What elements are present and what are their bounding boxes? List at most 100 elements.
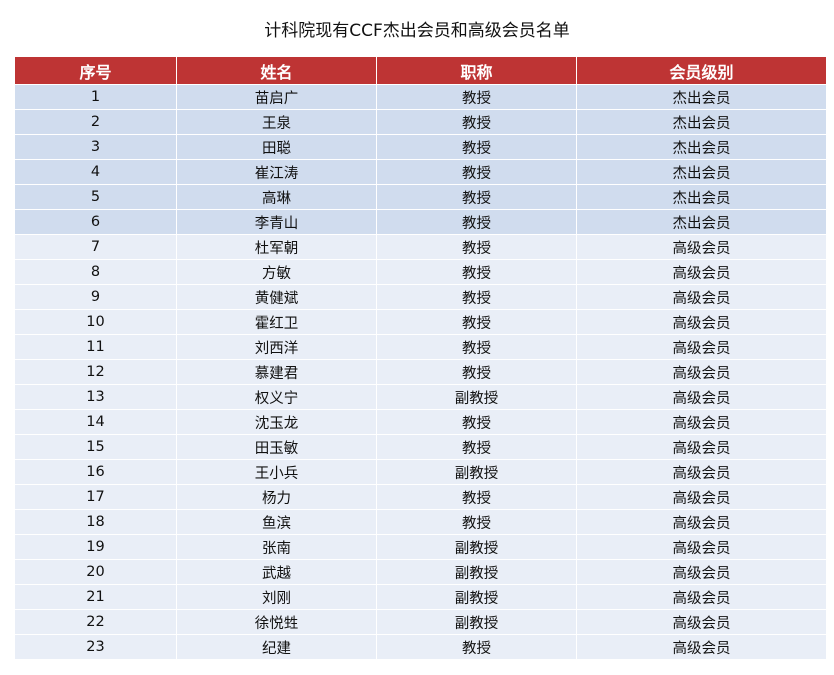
cell-name: 武越 — [176, 559, 377, 585]
cell-title: 教授 — [376, 109, 577, 135]
cell-index: 17 — [14, 484, 177, 510]
cell-name: 杨力 — [176, 484, 377, 510]
cell-level: 高级会员 — [576, 434, 827, 460]
cell-name: 徐悦甡 — [176, 609, 377, 635]
cell-title: 副教授 — [376, 559, 577, 585]
cell-index: 5 — [14, 184, 177, 210]
cell-level: 高级会员 — [576, 534, 827, 560]
table-row: 20 武越 副教授 高级会员 — [14, 559, 827, 585]
cell-title: 教授 — [376, 234, 577, 260]
cell-level: 高级会员 — [576, 409, 827, 435]
cell-index: 9 — [14, 284, 177, 310]
cell-name: 杜军朝 — [176, 234, 377, 260]
cell-level: 高级会员 — [576, 634, 827, 660]
cell-index: 12 — [14, 359, 177, 385]
member-table: 序号 姓名 职称 会员级别 1 苗启广 教授 杰出会员 2 王泉 教授 杰出会员 3 田聪 教授 杰出… — [14, 56, 827, 660]
cell-title: 副教授 — [376, 459, 577, 485]
cell-index: 7 — [14, 234, 177, 260]
cell-name: 霍红卫 — [176, 309, 377, 335]
cell-title: 教授 — [376, 284, 577, 310]
cell-title: 教授 — [376, 209, 577, 235]
table-row: 3 田聪 教授 杰出会员 — [14, 134, 827, 160]
cell-title: 教授 — [376, 359, 577, 385]
header-level: 会员级别 — [576, 56, 827, 85]
cell-index: 18 — [14, 509, 177, 535]
cell-title: 教授 — [376, 409, 577, 435]
cell-title: 教授 — [376, 259, 577, 285]
cell-name: 沈玉龙 — [176, 409, 377, 435]
cell-level: 杰出会员 — [576, 159, 827, 185]
table-row: 15 田玉敏 教授 高级会员 — [14, 434, 827, 460]
page-title: 计科院现有CCF杰出会员和高级会员名单 — [264, 21, 570, 41]
cell-index: 4 — [14, 159, 177, 185]
cell-level: 高级会员 — [576, 284, 827, 310]
table-row: 10 霍红卫 教授 高级会员 — [14, 309, 827, 335]
cell-name: 田聪 — [176, 134, 377, 160]
table-row: 7 杜军朝 教授 高级会员 — [14, 234, 827, 260]
table-row: 8 方敏 教授 高级会员 — [14, 259, 827, 285]
cell-name: 纪建 — [176, 634, 377, 660]
cell-title: 教授 — [376, 334, 577, 360]
cell-level: 高级会员 — [576, 509, 827, 535]
table-row: 21 刘刚 副教授 高级会员 — [14, 584, 827, 610]
cell-title: 副教授 — [376, 384, 577, 410]
header-row: 序号 姓名 职称 会员级别 — [14, 56, 827, 85]
cell-index: 3 — [14, 134, 177, 160]
cell-name: 刘西洋 — [176, 334, 377, 360]
table-row: 2 王泉 教授 杰出会员 — [14, 109, 827, 135]
cell-index: 8 — [14, 259, 177, 285]
cell-index: 1 — [14, 84, 177, 110]
cell-title: 教授 — [376, 184, 577, 210]
cell-name: 刘刚 — [176, 584, 377, 610]
table-row: 9 黄健斌 教授 高级会员 — [14, 284, 827, 310]
table-row: 22 徐悦甡 副教授 高级会员 — [14, 609, 827, 635]
cell-index: 23 — [14, 634, 177, 660]
cell-index: 21 — [14, 584, 177, 610]
cell-index: 19 — [14, 534, 177, 560]
cell-title: 教授 — [376, 509, 577, 535]
table-row: 6 李青山 教授 杰出会员 — [14, 209, 827, 235]
table-row: 14 沈玉龙 教授 高级会员 — [14, 409, 827, 435]
cell-level: 高级会员 — [576, 609, 827, 635]
cell-level: 杰出会员 — [576, 84, 827, 110]
cell-name: 权义宁 — [176, 384, 377, 410]
cell-level: 杰出会员 — [576, 209, 827, 235]
cell-title: 教授 — [376, 309, 577, 335]
cell-level: 高级会员 — [576, 309, 827, 335]
header-name: 姓名 — [176, 56, 377, 85]
cell-index: 13 — [14, 384, 177, 410]
cell-index: 22 — [14, 609, 177, 635]
cell-name: 张南 — [176, 534, 377, 560]
cell-title: 副教授 — [376, 584, 577, 610]
table-row: 19 张南 副教授 高级会员 — [14, 534, 827, 560]
cell-index: 11 — [14, 334, 177, 360]
cell-title: 教授 — [376, 634, 577, 660]
cell-name: 苗启广 — [176, 84, 377, 110]
cell-name: 高琳 — [176, 184, 377, 210]
cell-level: 高级会员 — [576, 359, 827, 385]
cell-title: 教授 — [376, 134, 577, 160]
cell-name: 田玉敏 — [176, 434, 377, 460]
cell-title: 副教授 — [376, 609, 577, 635]
cell-index: 20 — [14, 559, 177, 585]
cell-level: 高级会员 — [576, 334, 827, 360]
cell-name: 王泉 — [176, 109, 377, 135]
header-title: 职称 — [376, 56, 577, 85]
cell-level: 高级会员 — [576, 459, 827, 485]
cell-name: 慕建君 — [176, 359, 377, 385]
cell-level: 高级会员 — [576, 234, 827, 260]
cell-level: 高级会员 — [576, 559, 827, 585]
cell-index: 14 — [14, 409, 177, 435]
cell-level: 高级会员 — [576, 484, 827, 510]
cell-title: 教授 — [376, 159, 577, 185]
cell-level: 杰出会员 — [576, 109, 827, 135]
cell-index: 6 — [14, 209, 177, 235]
cell-index: 16 — [14, 459, 177, 485]
cell-level: 杰出会员 — [576, 134, 827, 160]
cell-index: 10 — [14, 309, 177, 335]
cell-index: 2 — [14, 109, 177, 135]
table-row: 17 杨力 教授 高级会员 — [14, 484, 827, 510]
table-row: 12 慕建君 教授 高级会员 — [14, 359, 827, 385]
cell-level: 杰出会员 — [576, 184, 827, 210]
cell-title: 教授 — [376, 84, 577, 110]
